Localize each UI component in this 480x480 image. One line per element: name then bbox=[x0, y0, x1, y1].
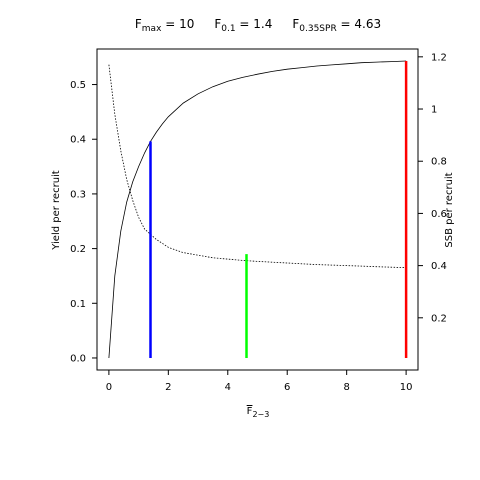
plot-area bbox=[108, 60, 408, 359]
title-subscript: max bbox=[142, 24, 162, 34]
y-tick-label: 0.0 bbox=[70, 353, 86, 364]
plot-frame bbox=[96, 48, 419, 371]
title-value: = 1.4 bbox=[236, 17, 273, 31]
title-symbol: F bbox=[214, 17, 221, 31]
title-symbol: F bbox=[135, 17, 142, 31]
y-axis-label: Yield per recruit bbox=[51, 170, 62, 251]
y2-tick-label: 0.2 bbox=[431, 313, 447, 324]
x-tick-label: 10 bbox=[400, 382, 413, 393]
ssb-per-recruit-curve bbox=[108, 64, 407, 269]
title-value: = 4.63 bbox=[337, 17, 381, 31]
x-tick-label: 6 bbox=[284, 382, 290, 393]
x-tick-label: 8 bbox=[343, 382, 349, 393]
x-tick-label: 2 bbox=[165, 382, 171, 393]
title-symbol: F bbox=[292, 17, 299, 31]
y-tick-label: 0.3 bbox=[70, 189, 86, 200]
y-tick-label: 0.5 bbox=[70, 80, 86, 91]
x-tick-label: 4 bbox=[225, 382, 231, 393]
y-tick-label: 0.2 bbox=[70, 244, 86, 255]
yield-per-recruit-curve bbox=[108, 60, 407, 359]
y2-tick-label: 1 bbox=[431, 105, 437, 116]
x-label-symbol: F bbox=[247, 406, 253, 417]
y-tick-label: 0.4 bbox=[70, 135, 86, 146]
y2-tick-label: 0.4 bbox=[431, 261, 447, 272]
y2-tick-label: 0.6 bbox=[431, 209, 447, 220]
y-tick-label: 0.1 bbox=[70, 299, 86, 310]
title-subscript: 0.35SPR bbox=[299, 24, 336, 34]
title-subscript: 0.1 bbox=[221, 24, 235, 34]
chart-title: Fmax = 10 F0.1 = 1.4 F0.35SPR = 4.63 bbox=[135, 17, 381, 34]
x-tick-label: 0 bbox=[106, 382, 112, 393]
x-axis-label: F2−3 bbox=[247, 406, 270, 419]
y2-axis-label: SSB per recruit bbox=[444, 172, 455, 247]
y2-tick-label: 0.8 bbox=[431, 157, 447, 168]
axes: 0 2 4 6 8 10 0.0 0.1 0.2 0.3 0.4 0.5 0.2 0.4 0.6 0.8 1 1.… bbox=[70, 52, 447, 393]
y2-tick-label: 1.2 bbox=[431, 52, 447, 63]
title-value: = 10 bbox=[161, 17, 194, 31]
x-label-subscript: 2−3 bbox=[252, 410, 269, 419]
